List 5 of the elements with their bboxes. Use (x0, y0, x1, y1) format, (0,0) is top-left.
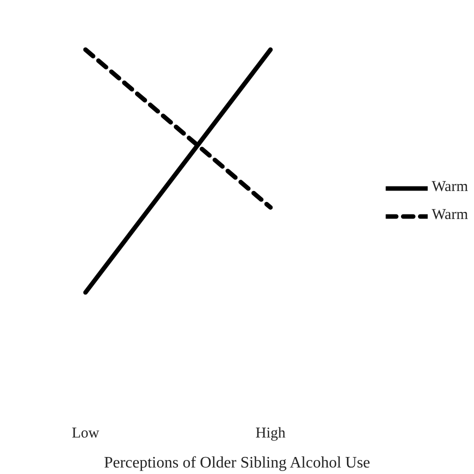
legend-label: Warm (432, 179, 468, 196)
x-tick-label: High (256, 426, 286, 442)
x-tick-label: Low (72, 426, 100, 442)
legend-label: Warm (432, 207, 468, 224)
x-axis-title: Perceptions of Older Sibling Alcohol Use (104, 454, 370, 472)
